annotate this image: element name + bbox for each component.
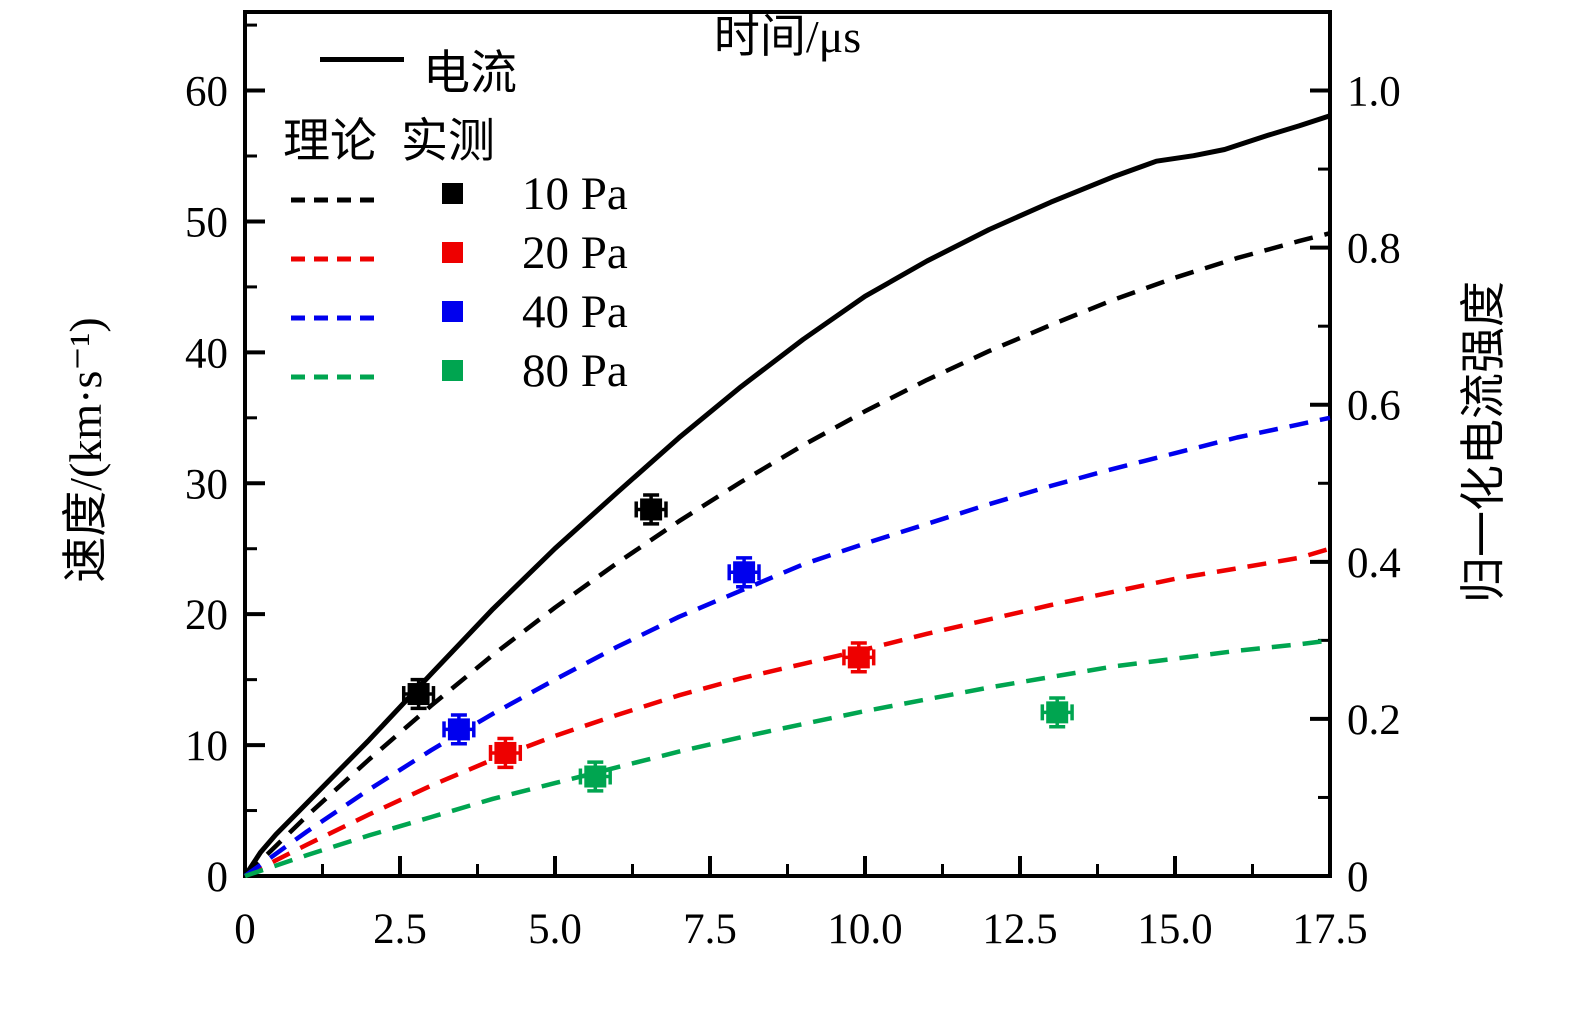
y-right-tick-label: 0.8 [1347,226,1401,273]
y-left-tick-label: 10 [185,723,228,770]
y-right-tick-label: 1.0 [1347,69,1401,116]
legend-current-label: 电流 [423,48,517,100]
y-right-tick-label: 0 [1347,854,1369,901]
curve-20-pa-理论 [243,546,1331,879]
legend-marker-40pa [442,301,463,322]
measured-20-pa-实测-marker [494,741,517,764]
measured-10-pa-实测-marker [407,683,430,706]
legend-marker-20pa [442,242,463,263]
curve-电流 [242,113,1331,878]
legend-label-40pa: 40 Pa [522,286,628,338]
curve-40-pa-理论 [243,415,1331,878]
x-axis-tick-label: 0 [234,906,256,953]
x-axis-tick-label: 17.5 [1292,906,1367,953]
curve-80-pa-理论 [244,638,1331,879]
legend-label-80pa: 80 Pa [522,345,628,397]
legend-label-20pa: 20 Pa [522,227,628,279]
legend-label-10pa: 10 Pa [522,168,628,220]
legend-dash-sample-20pa [291,249,375,267]
x-axis-tick-label: 7.5 [683,906,737,953]
measured-40-pa-实测-marker [447,718,470,741]
measured-80-pa-实测-marker [584,765,607,788]
legend-dash-sample-40pa [291,308,375,326]
y-right-tick-label: 0.2 [1347,697,1401,744]
measured-20-pa-实测-marker [847,646,870,669]
legend-measured-header: 实测 [401,116,495,168]
y-left-tick-label: 30 [185,461,228,508]
measured-10-pa-实测-marker [640,498,663,521]
y-left-tick-label: 20 [185,592,228,639]
x-axis-tick-label: 2.5 [373,906,427,953]
legend-marker-80pa [442,360,463,381]
legend-dash-sample-80pa [291,367,375,385]
x-axis-tick-label: 5.0 [528,906,582,953]
x-axis-tick-label: 10.0 [827,906,902,953]
legend-current-line-sample [320,57,404,62]
x-axis-tick-label: 15.0 [1137,906,1212,953]
curve-10-pa-理论 [243,231,1331,878]
legend-theory-header: 理论 [283,116,377,168]
x-axis-tick-label: 12.5 [982,906,1057,953]
y-right-tick-label: 0.4 [1347,540,1401,587]
measured-40-pa-实测-marker [733,561,756,584]
y-left-axis-label: 速度/(km·s⁻¹) [60,317,111,583]
y-left-tick-label: 40 [185,330,228,377]
y-left-tick-label: 60 [185,69,228,116]
y-left-tick-label: 0 [207,854,229,901]
legend-dash-sample-10pa [291,190,375,208]
y-right-axis-label: 归一化电流强度 [1458,281,1509,603]
x-axis-label: 时间/μs [713,11,862,62]
measured-80-pa-实测-marker [1046,701,1069,724]
y-right-tick-label: 0.6 [1347,383,1401,430]
legend-marker-10pa [442,183,463,204]
y-left-tick-label: 50 [185,199,228,246]
